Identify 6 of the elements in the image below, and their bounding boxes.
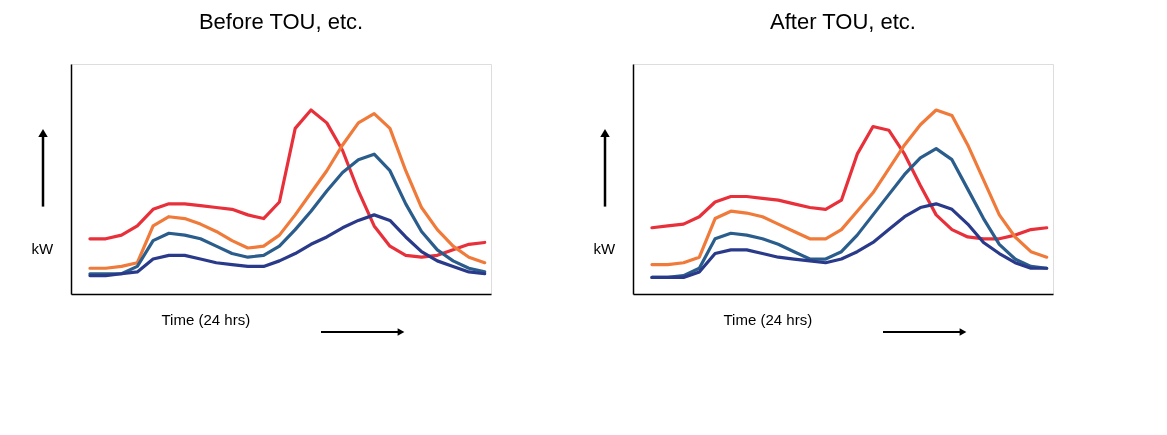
x-axis-title: Time (24 hrs) [161,310,251,328]
chart-title: Before TOU, etc. [198,9,364,34]
y-axis-title: kW [31,239,54,257]
chart-title: After TOU, etc. [770,9,916,34]
x-axis-title: Time (24 hrs) [723,310,813,328]
y-axis-title: kW [593,239,616,257]
